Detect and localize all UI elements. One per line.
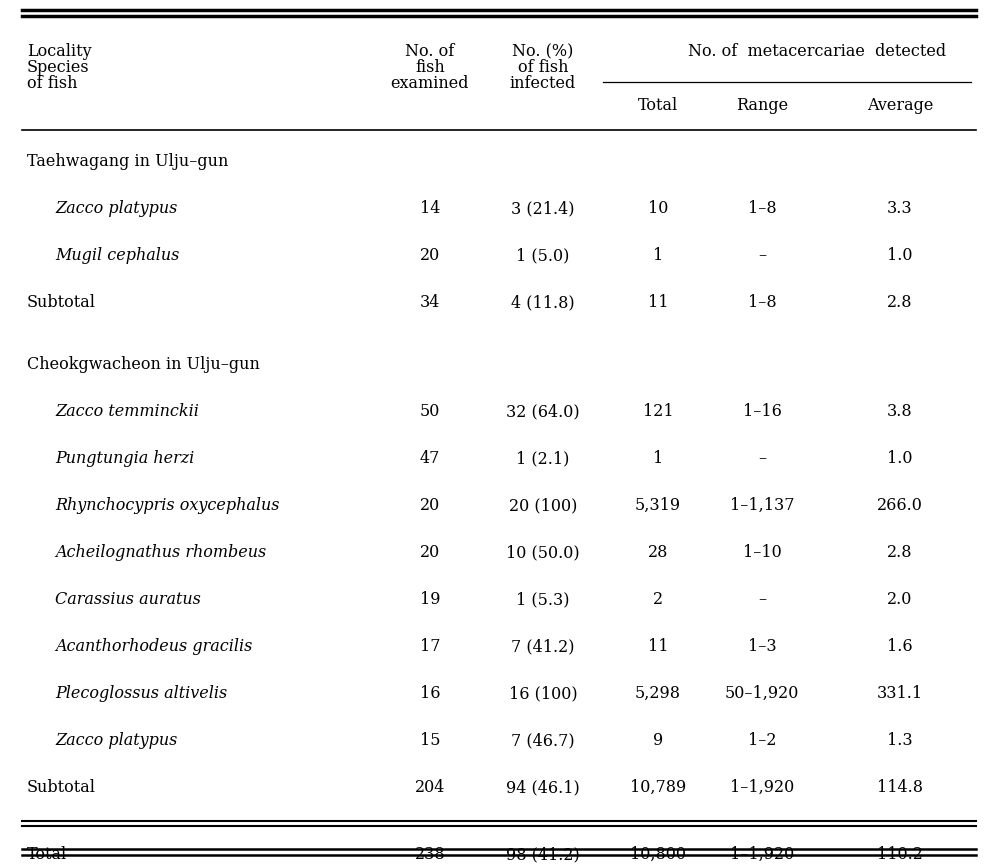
Text: 7 (46.7): 7 (46.7) — [511, 732, 575, 749]
Text: 50: 50 — [420, 403, 440, 420]
Text: –: – — [757, 591, 766, 608]
Text: 1–3: 1–3 — [748, 638, 776, 655]
Text: 1 (5.3): 1 (5.3) — [516, 591, 570, 608]
Text: Acanthorhodeus gracilis: Acanthorhodeus gracilis — [55, 638, 252, 655]
Text: 11: 11 — [648, 294, 669, 311]
Text: Range: Range — [736, 98, 788, 114]
Text: infected: infected — [510, 75, 576, 93]
Text: fish: fish — [415, 60, 445, 76]
Text: 4 (11.8): 4 (11.8) — [511, 294, 575, 311]
Text: Species: Species — [27, 60, 90, 76]
Text: 1: 1 — [653, 450, 663, 467]
Text: 17: 17 — [420, 638, 440, 655]
Text: 34: 34 — [420, 294, 440, 311]
Text: 331.1: 331.1 — [877, 685, 923, 702]
Text: 121: 121 — [643, 403, 674, 420]
Text: No. (%): No. (%) — [512, 43, 574, 61]
Text: 2.8: 2.8 — [887, 544, 913, 561]
Text: Plecoglossus altivelis: Plecoglossus altivelis — [55, 685, 228, 702]
Text: Acheilognathus rhombeus: Acheilognathus rhombeus — [55, 544, 266, 561]
Text: 10 (50.0): 10 (50.0) — [506, 544, 580, 561]
Text: No. of: No. of — [405, 43, 455, 61]
Text: 28: 28 — [648, 544, 669, 561]
Text: Mugil cephalus: Mugil cephalus — [55, 247, 180, 264]
Text: 1–1,920: 1–1,920 — [730, 779, 794, 796]
Text: 7 (41.2): 7 (41.2) — [511, 638, 575, 655]
Text: 3.3: 3.3 — [887, 200, 913, 217]
Text: 1: 1 — [653, 247, 663, 264]
Text: 1–1,920: 1–1,920 — [730, 846, 794, 863]
Text: Subtotal: Subtotal — [27, 294, 96, 311]
Text: Total: Total — [27, 846, 67, 863]
Text: Locality: Locality — [27, 43, 92, 61]
Text: 1–1,137: 1–1,137 — [730, 497, 794, 514]
Text: 10,800: 10,800 — [630, 846, 686, 863]
Text: 20 (100): 20 (100) — [509, 497, 577, 514]
Text: Zacco platypus: Zacco platypus — [55, 200, 178, 217]
Text: 98 (41.2): 98 (41.2) — [506, 846, 580, 863]
Text: Zacco platypus: Zacco platypus — [55, 732, 178, 749]
Text: 1 (2.1): 1 (2.1) — [516, 450, 570, 467]
Text: 114.8: 114.8 — [877, 779, 923, 796]
Text: 47: 47 — [420, 450, 440, 467]
Text: examined: examined — [391, 75, 469, 93]
Text: Pungtungia herzi: Pungtungia herzi — [55, 450, 195, 467]
Text: 32 (64.0): 32 (64.0) — [506, 403, 580, 420]
Text: 2.0: 2.0 — [887, 591, 913, 608]
Text: 20: 20 — [420, 247, 440, 264]
Text: 266.0: 266.0 — [877, 497, 923, 514]
Text: 94 (46.1): 94 (46.1) — [506, 779, 580, 796]
Text: 110.2: 110.2 — [877, 846, 923, 863]
Text: 1–10: 1–10 — [743, 544, 781, 561]
Text: 16 (100): 16 (100) — [509, 685, 577, 702]
Text: 19: 19 — [420, 591, 440, 608]
Text: 3.8: 3.8 — [887, 403, 913, 420]
Text: 15: 15 — [420, 732, 440, 749]
Text: 2: 2 — [653, 591, 663, 608]
Text: 16: 16 — [420, 685, 440, 702]
Text: Carassius auratus: Carassius auratus — [55, 591, 201, 608]
Text: 2.8: 2.8 — [887, 294, 913, 311]
Text: 20: 20 — [420, 497, 440, 514]
Text: 1.0: 1.0 — [887, 450, 913, 467]
Text: Taehwagang in Ulju–gun: Taehwagang in Ulju–gun — [27, 153, 229, 170]
Text: 1.0: 1.0 — [887, 247, 913, 264]
Text: 14: 14 — [420, 200, 440, 217]
Text: 238: 238 — [415, 846, 445, 863]
Text: 9: 9 — [653, 732, 663, 749]
Text: Cheokgwacheon in Ulju–gun: Cheokgwacheon in Ulju–gun — [27, 356, 259, 373]
Text: Rhynchocypris oxycephalus: Rhynchocypris oxycephalus — [55, 497, 279, 514]
Text: 204: 204 — [415, 779, 445, 796]
Text: 5,319: 5,319 — [635, 497, 681, 514]
Text: Total: Total — [638, 98, 678, 114]
Text: 3 (21.4): 3 (21.4) — [511, 200, 575, 217]
Text: 10,789: 10,789 — [630, 779, 686, 796]
Text: of fish: of fish — [27, 75, 78, 93]
Text: Zacco temminckii: Zacco temminckii — [55, 403, 199, 420]
Text: 11: 11 — [648, 638, 669, 655]
Text: Subtotal: Subtotal — [27, 779, 96, 796]
Text: 50–1,920: 50–1,920 — [725, 685, 799, 702]
Text: No. of  metacercariae  detected: No. of metacercariae detected — [688, 42, 946, 60]
Text: Average: Average — [867, 98, 933, 114]
Text: 1.6: 1.6 — [887, 638, 913, 655]
Text: 1–2: 1–2 — [748, 732, 776, 749]
Text: –: – — [757, 450, 766, 467]
Text: 20: 20 — [420, 544, 440, 561]
Text: 1–8: 1–8 — [748, 200, 776, 217]
Text: 1–8: 1–8 — [748, 294, 776, 311]
Text: of fish: of fish — [518, 60, 568, 76]
Text: 5,298: 5,298 — [635, 685, 681, 702]
Text: 10: 10 — [648, 200, 669, 217]
Text: 1–16: 1–16 — [743, 403, 781, 420]
Text: 1.3: 1.3 — [887, 732, 913, 749]
Text: 1 (5.0): 1 (5.0) — [516, 247, 570, 264]
Text: –: – — [757, 247, 766, 264]
